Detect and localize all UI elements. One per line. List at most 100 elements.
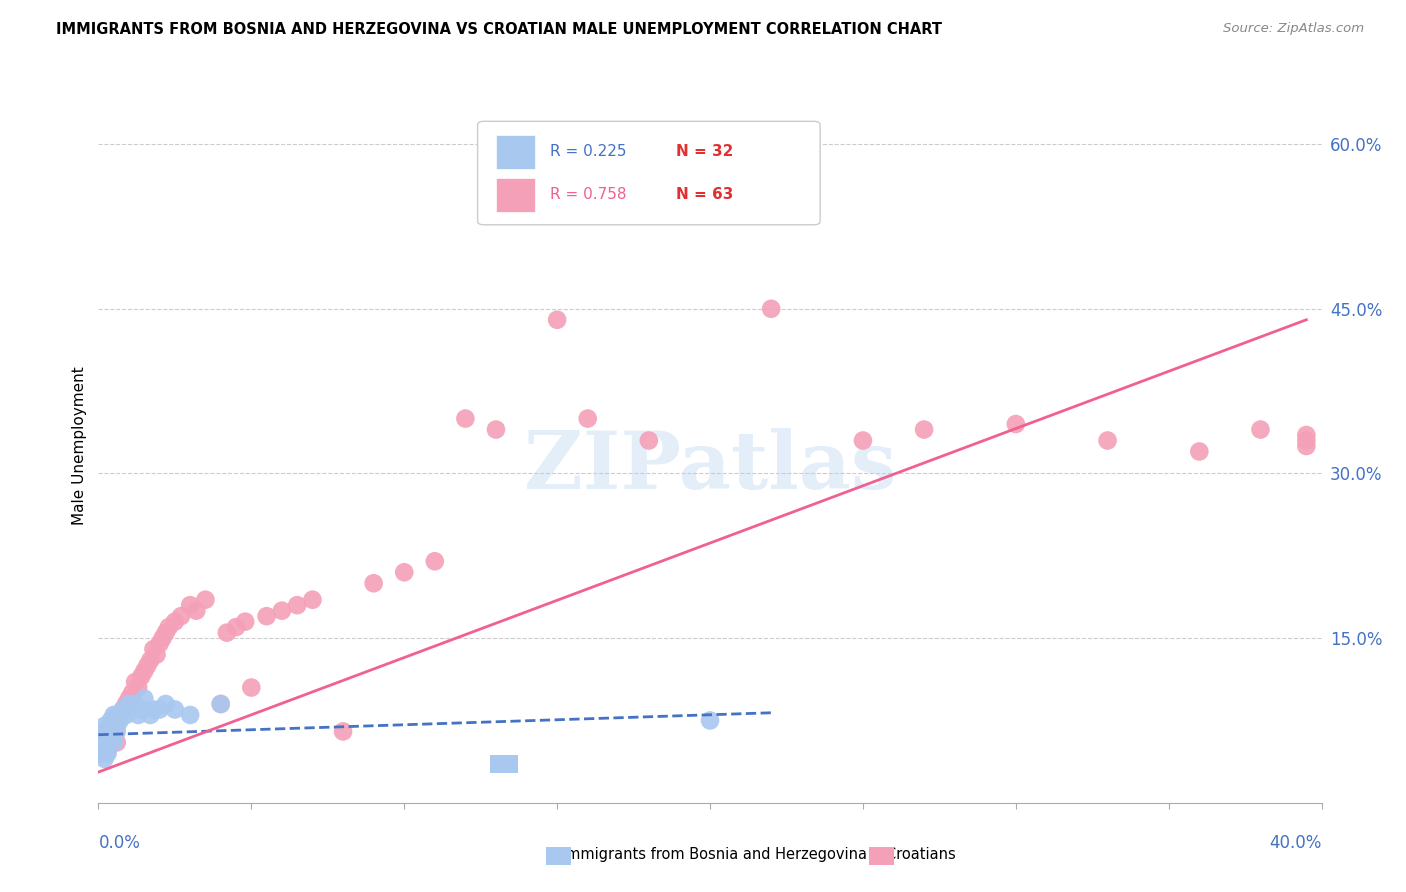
Point xyxy=(134,664,156,678)
Text: 40.0%: 40.0% xyxy=(1270,834,1322,852)
Point xyxy=(145,648,167,662)
Point xyxy=(454,411,477,425)
Point xyxy=(97,735,120,749)
Point xyxy=(699,202,721,217)
Point xyxy=(93,735,115,749)
Point xyxy=(363,576,385,591)
Text: N = 63: N = 63 xyxy=(676,187,733,202)
Point xyxy=(485,423,508,437)
Point xyxy=(90,747,112,761)
Point xyxy=(637,434,661,448)
Point xyxy=(149,637,172,651)
Point xyxy=(1097,434,1119,448)
Point xyxy=(157,620,180,634)
Point xyxy=(90,740,112,755)
Point xyxy=(912,423,935,437)
Point xyxy=(105,719,128,733)
Text: R = 0.758: R = 0.758 xyxy=(550,187,626,202)
Point xyxy=(332,724,354,739)
Point xyxy=(225,620,247,634)
Point xyxy=(240,681,263,695)
Point xyxy=(105,724,128,739)
Point xyxy=(163,702,186,716)
Point xyxy=(546,312,568,326)
Text: IMMIGRANTS FROM BOSNIA AND HERZEGOVINA VS CROATIAN MALE UNEMPLOYMENT CORRELATION: IMMIGRANTS FROM BOSNIA AND HERZEGOVINA V… xyxy=(56,22,942,37)
Point xyxy=(118,697,141,711)
Point xyxy=(149,702,172,716)
Point xyxy=(170,609,193,624)
Point xyxy=(93,724,115,739)
Point xyxy=(127,708,149,723)
Point xyxy=(103,735,125,749)
Bar xyxy=(496,135,536,169)
Point xyxy=(1004,417,1026,431)
Point xyxy=(124,697,146,711)
Point xyxy=(93,740,115,755)
Point xyxy=(108,708,131,723)
Point xyxy=(111,702,134,716)
Point xyxy=(97,724,120,739)
Point xyxy=(134,691,156,706)
Text: ZIPatlas: ZIPatlas xyxy=(524,428,896,507)
Point xyxy=(759,301,782,316)
Bar xyxy=(496,178,536,212)
Text: 0.0%: 0.0% xyxy=(98,834,141,852)
Point xyxy=(209,697,232,711)
Point xyxy=(155,697,177,711)
Point xyxy=(93,719,115,733)
Point xyxy=(699,714,721,728)
Point xyxy=(423,554,446,568)
Text: Source: ZipAtlas.com: Source: ZipAtlas.com xyxy=(1223,22,1364,36)
Point xyxy=(115,708,138,723)
Point xyxy=(179,708,201,723)
Point xyxy=(100,735,122,749)
Point xyxy=(121,686,143,700)
Point xyxy=(103,730,125,744)
Text: Croatians: Croatians xyxy=(872,847,956,862)
Point xyxy=(301,592,323,607)
Point xyxy=(100,719,122,733)
Point xyxy=(90,735,112,749)
Point xyxy=(155,625,177,640)
Text: N = 32: N = 32 xyxy=(676,145,733,160)
Point xyxy=(129,669,152,683)
Point xyxy=(270,604,292,618)
Point xyxy=(152,631,174,645)
Point xyxy=(121,702,143,716)
Point xyxy=(142,642,165,657)
Point xyxy=(129,702,152,716)
Point xyxy=(1295,428,1317,442)
Point xyxy=(90,747,112,761)
Point xyxy=(103,708,125,723)
Text: Immigrants from Bosnia and Herzegovina: Immigrants from Bosnia and Herzegovina xyxy=(548,847,868,862)
Point xyxy=(142,702,165,716)
Point xyxy=(100,730,122,744)
Point xyxy=(97,743,120,757)
Point xyxy=(209,697,232,711)
Point xyxy=(136,658,159,673)
Point xyxy=(97,730,120,744)
Point xyxy=(233,615,256,629)
Point xyxy=(93,752,115,766)
Point xyxy=(194,592,217,607)
Point xyxy=(127,681,149,695)
Point xyxy=(105,708,128,723)
Point xyxy=(256,609,278,624)
Point xyxy=(115,697,138,711)
Point xyxy=(139,708,162,723)
Point xyxy=(1295,439,1317,453)
Y-axis label: Male Unemployment: Male Unemployment xyxy=(72,367,87,525)
Point xyxy=(392,566,416,580)
Point xyxy=(90,730,112,744)
Point xyxy=(118,691,141,706)
Point xyxy=(1249,423,1271,437)
Text: R = 0.225: R = 0.225 xyxy=(550,145,626,160)
Point xyxy=(103,714,125,728)
Point xyxy=(139,653,162,667)
Point xyxy=(111,702,134,716)
Point xyxy=(285,598,308,612)
Point xyxy=(124,675,146,690)
Point xyxy=(1188,444,1211,458)
Point xyxy=(105,735,128,749)
Point xyxy=(163,615,186,629)
